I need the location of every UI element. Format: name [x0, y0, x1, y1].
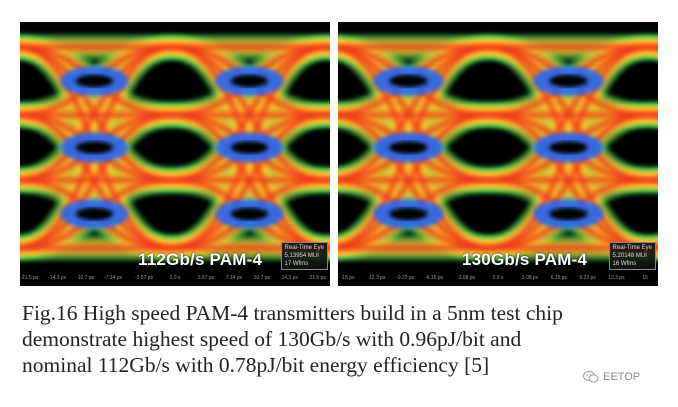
eye-trace: [488, 112, 649, 250]
time-tick: 12.3 ps: [608, 275, 625, 281]
scope-readout: Real-Time Eye 5.13954 MUI 17 Wfms: [280, 242, 328, 270]
eye-trace: [647, 38, 658, 58]
time-tick: -15 ps: [340, 275, 355, 281]
eye-trace: [647, 42, 658, 54]
time-tick: -3.57 ps: [134, 275, 154, 281]
eye-center: [549, 141, 588, 154]
eye-trace: [326, 42, 330, 53]
eye-diagram-112g: 112Gb/s PAM-4 Real-Time Eye 5.13954 MUI …: [20, 22, 330, 286]
eye-center: [230, 141, 268, 154]
time-tick: -6.15 ps: [424, 275, 444, 281]
time-axis: -15 ps -12.3 ps -9.23 ps -6.15 ps -3.08 …: [338, 273, 658, 286]
eye-center: [389, 207, 428, 221]
trace-layer: [338, 45, 658, 250]
time-tick: 21.5 ps: [309, 275, 326, 281]
eye-center: [75, 74, 113, 88]
time-tick: -14.3 ps: [48, 275, 67, 281]
readout-title: Real-Time Eye: [612, 245, 652, 251]
eye-trace: [20, 45, 172, 182]
time-tick: 14.3 ps: [281, 275, 298, 281]
readout-wfms: 16 Wfms: [612, 261, 637, 267]
eye-trace: [647, 241, 658, 253]
eye-center: [75, 207, 113, 221]
eye-label: 130Gb/s PAM-4: [462, 250, 588, 269]
eye-trace: [646, 233, 658, 261]
eye-trace: [338, 112, 489, 250]
readout-mui: 5.13954 MUI: [284, 253, 319, 259]
eye-trace: [325, 38, 330, 57]
figure-caption: Fig.16 High speed PAM-4 transmitters bui…: [22, 300, 662, 378]
eye-pattern: [338, 34, 658, 261]
wechat-icon: [583, 371, 599, 383]
time-tick: 9.23 ps: [579, 275, 596, 281]
readout-title: Real-Time Eye: [284, 245, 324, 251]
eye-trace: [325, 238, 330, 257]
time-tick: -21.5 ps: [20, 275, 39, 281]
eye-trace: [325, 34, 330, 61]
caption-line: demonstrate highest speed of 130Gb/s wit…: [22, 327, 522, 351]
time-tick: 10.7 ps: [253, 275, 270, 281]
time-tick: -9.23 ps: [396, 275, 415, 281]
eye-center: [549, 74, 588, 88]
time-tick: 0.0 s: [492, 275, 504, 281]
eye-trace: [488, 45, 649, 183]
time-tick: 7.14 ps: [225, 275, 243, 281]
eye-trace: [325, 234, 330, 261]
eye-diagram-130g: 130Gb/s PAM-4 Real-Time Eye 5.20148 MUI …: [338, 22, 658, 286]
eye-center: [75, 141, 113, 154]
eye-center: [389, 141, 428, 154]
time-axis: -21.5 ps -14.3 ps -10.7 ps -7.14 ps -3.5…: [20, 273, 330, 286]
time-tick: 15: [642, 275, 648, 281]
eye-trace: [648, 244, 658, 250]
time-tick: 3.08 ps: [521, 275, 539, 281]
readout-mui: 5.20148 MUI: [612, 253, 647, 259]
time-tick: -7.14 ps: [103, 275, 123, 281]
eye-center: [389, 74, 428, 88]
eye-trace: [20, 112, 172, 250]
time-tick: -12.3 ps: [367, 275, 386, 281]
eye-trace: [171, 45, 327, 183]
eye-center: [230, 207, 268, 221]
eye-trace: [338, 45, 489, 182]
eye-trace: [648, 45, 658, 51]
eye-trace: [326, 45, 330, 50]
eye-trace: [646, 34, 658, 62]
watermark-text: EETOP: [603, 371, 641, 383]
eye-pattern: [20, 34, 330, 261]
time-tick: 3.57 ps: [197, 275, 215, 281]
eye-label: 112Gb/s PAM-4: [138, 250, 263, 269]
caption-line: Fig.16 High speed PAM-4 transmitters bui…: [22, 301, 563, 325]
watermark: EETOP: [583, 370, 640, 384]
time-tick: 0.0 s: [169, 275, 181, 281]
caption-line: nominal 112Gb/s with 0.78pJ/bit energy e…: [22, 353, 490, 377]
time-tick: 6.15 ps: [550, 275, 567, 281]
readout-wfms: 17 Wfms: [284, 261, 309, 267]
eye-center: [230, 74, 268, 88]
eye-trace: [326, 242, 330, 253]
eye-trace: [326, 245, 330, 250]
eye-trace: [171, 112, 327, 250]
time-tick: -3.08 ps: [456, 275, 476, 281]
eye-center: [549, 207, 588, 221]
time-tick: -10.7 ps: [76, 275, 95, 281]
scope-readout: Real-Time Eye 5.20148 MUI 16 Wfms: [608, 242, 656, 270]
eye-trace: [647, 237, 658, 257]
